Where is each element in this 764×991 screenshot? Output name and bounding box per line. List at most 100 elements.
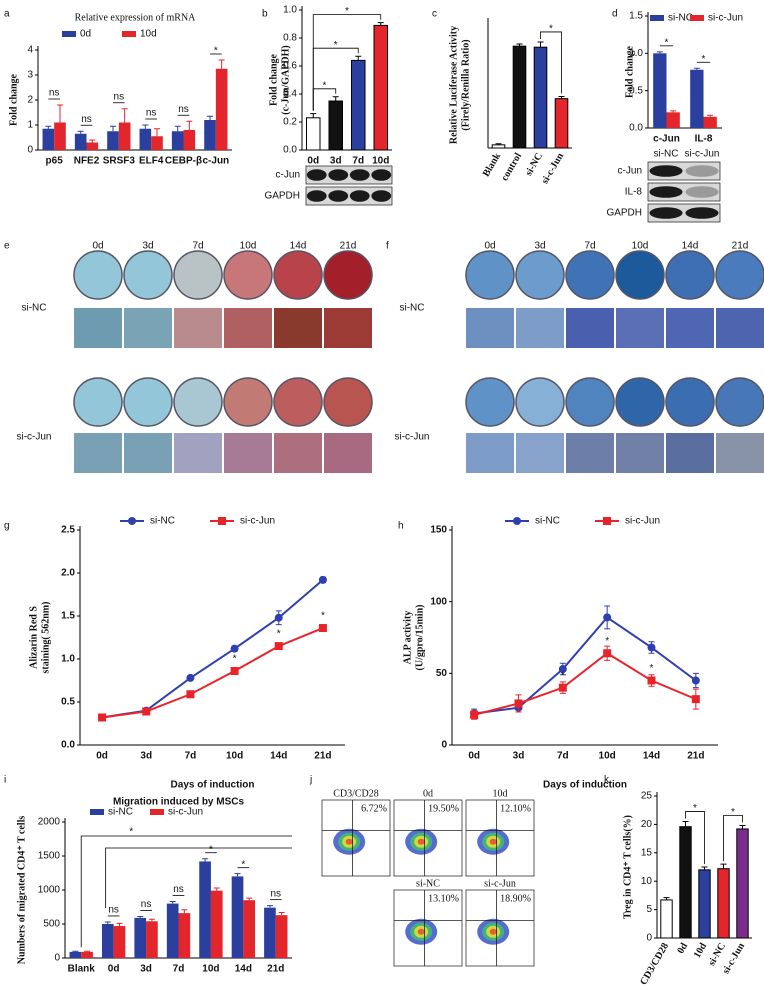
legend-marker bbox=[218, 517, 226, 525]
blot-band bbox=[685, 207, 719, 219]
bar bbox=[199, 861, 211, 958]
y-tick-label: 0 bbox=[646, 933, 652, 944]
x-tick-label: 7d bbox=[173, 964, 185, 975]
flow-plot-label: si-c-Jun bbox=[484, 878, 516, 889]
bar bbox=[275, 915, 288, 958]
bar bbox=[373, 24, 388, 151]
y-tick-label: 1 bbox=[27, 120, 33, 131]
dish-photo bbox=[565, 250, 615, 300]
column-label: 21d bbox=[732, 241, 749, 252]
x-tick-label: p65 bbox=[46, 156, 64, 167]
x-axis-label: Days of induction bbox=[543, 780, 627, 791]
micrograph bbox=[566, 308, 614, 348]
bar bbox=[698, 869, 711, 939]
dish-photo bbox=[273, 377, 323, 427]
bar bbox=[215, 68, 228, 150]
micrograph bbox=[224, 433, 272, 473]
marker bbox=[230, 644, 239, 653]
y-tick-label: 25 bbox=[641, 791, 653, 802]
row-label: si-NC bbox=[22, 303, 47, 314]
significance-label: ns bbox=[81, 114, 92, 125]
error-bar bbox=[207, 115, 214, 120]
y-axis-label: (c-Jun/GAPDH) bbox=[280, 45, 291, 114]
error-bar bbox=[110, 125, 117, 132]
flow-plot-label: 10d bbox=[493, 788, 508, 799]
error-bar bbox=[84, 950, 91, 952]
bar bbox=[113, 926, 126, 958]
legend-label: si-NC bbox=[150, 516, 175, 527]
significance-bracket bbox=[80, 835, 292, 948]
dish-photo bbox=[173, 250, 223, 300]
x-tick-label: 21d bbox=[267, 964, 284, 975]
x-tick-label: SRSF3 bbox=[103, 156, 136, 167]
flow-percent: 18.90% bbox=[500, 893, 531, 904]
flow-plot-label: si-NC bbox=[416, 878, 440, 889]
error-bar bbox=[202, 858, 209, 862]
flow-density bbox=[489, 838, 497, 845]
error-bar bbox=[77, 130, 84, 134]
blot-band bbox=[306, 169, 327, 181]
significance-label: ns bbox=[141, 899, 152, 910]
blot-label: GAPDH bbox=[606, 208, 642, 219]
micrograph bbox=[666, 308, 714, 348]
bar bbox=[328, 100, 343, 151]
y-tick-label: 0.0 bbox=[61, 740, 75, 751]
dish-photo bbox=[665, 377, 715, 427]
micrograph bbox=[566, 433, 614, 473]
dish-photo bbox=[515, 250, 565, 300]
significance-label: * bbox=[345, 6, 349, 17]
error-bar bbox=[116, 922, 123, 927]
flow-percent: 13.10% bbox=[428, 893, 459, 904]
bar bbox=[134, 917, 147, 958]
error-bar bbox=[332, 96, 339, 101]
blot-band bbox=[371, 190, 392, 202]
x-tick-label: 0d bbox=[96, 751, 108, 762]
y-tick-label: 2.0 bbox=[61, 568, 75, 579]
significance-label: ns bbox=[173, 884, 184, 895]
blot-band bbox=[349, 190, 370, 202]
error-bar bbox=[72, 950, 79, 952]
error-bar bbox=[656, 51, 663, 54]
error-bar bbox=[377, 22, 384, 26]
error-bar bbox=[278, 911, 285, 916]
marker bbox=[558, 665, 567, 674]
x-tick-label: 3d bbox=[330, 156, 342, 167]
x-tick-label: 14d bbox=[235, 964, 252, 975]
bar bbox=[107, 131, 119, 150]
error-bar bbox=[670, 110, 677, 113]
blot-band bbox=[649, 207, 683, 219]
flow-gate bbox=[466, 800, 534, 876]
column-label: 0d bbox=[484, 241, 495, 252]
y-axis-label: Fold change bbox=[624, 45, 635, 98]
blot-band bbox=[349, 169, 370, 181]
flow-percent: 12.10% bbox=[500, 803, 531, 814]
dish-photo bbox=[223, 250, 273, 300]
marker bbox=[274, 642, 283, 651]
series-line bbox=[474, 616, 697, 715]
legend-marker bbox=[128, 517, 136, 525]
bar bbox=[86, 142, 99, 150]
bar bbox=[74, 133, 87, 150]
blot-band bbox=[685, 186, 719, 198]
x-tick-label: si-NC bbox=[523, 151, 545, 178]
y-axis-label: ALP activity bbox=[402, 611, 413, 665]
dish-photo bbox=[123, 377, 173, 427]
bar bbox=[42, 128, 55, 150]
error-bar bbox=[121, 108, 128, 123]
significance-label: ns bbox=[108, 905, 119, 916]
x-tick-label: 0d bbox=[675, 941, 690, 956]
bar bbox=[204, 120, 216, 150]
error-bar bbox=[310, 113, 317, 118]
significance-label: * bbox=[693, 803, 697, 814]
error-bar bbox=[89, 139, 96, 143]
y-axis-label: Fold change bbox=[268, 53, 279, 106]
y-axis-label: Alizarin Red S bbox=[28, 606, 39, 669]
marker bbox=[186, 690, 195, 699]
marker bbox=[318, 624, 327, 633]
y-axis-label: Treg in CD4⁺ T cells(%) bbox=[622, 815, 633, 919]
dish-photo bbox=[615, 377, 665, 427]
flow-gate bbox=[466, 890, 534, 966]
error-bar bbox=[45, 125, 52, 129]
x-tick-label: 7d bbox=[185, 751, 197, 762]
panel-letter: j bbox=[309, 775, 312, 786]
